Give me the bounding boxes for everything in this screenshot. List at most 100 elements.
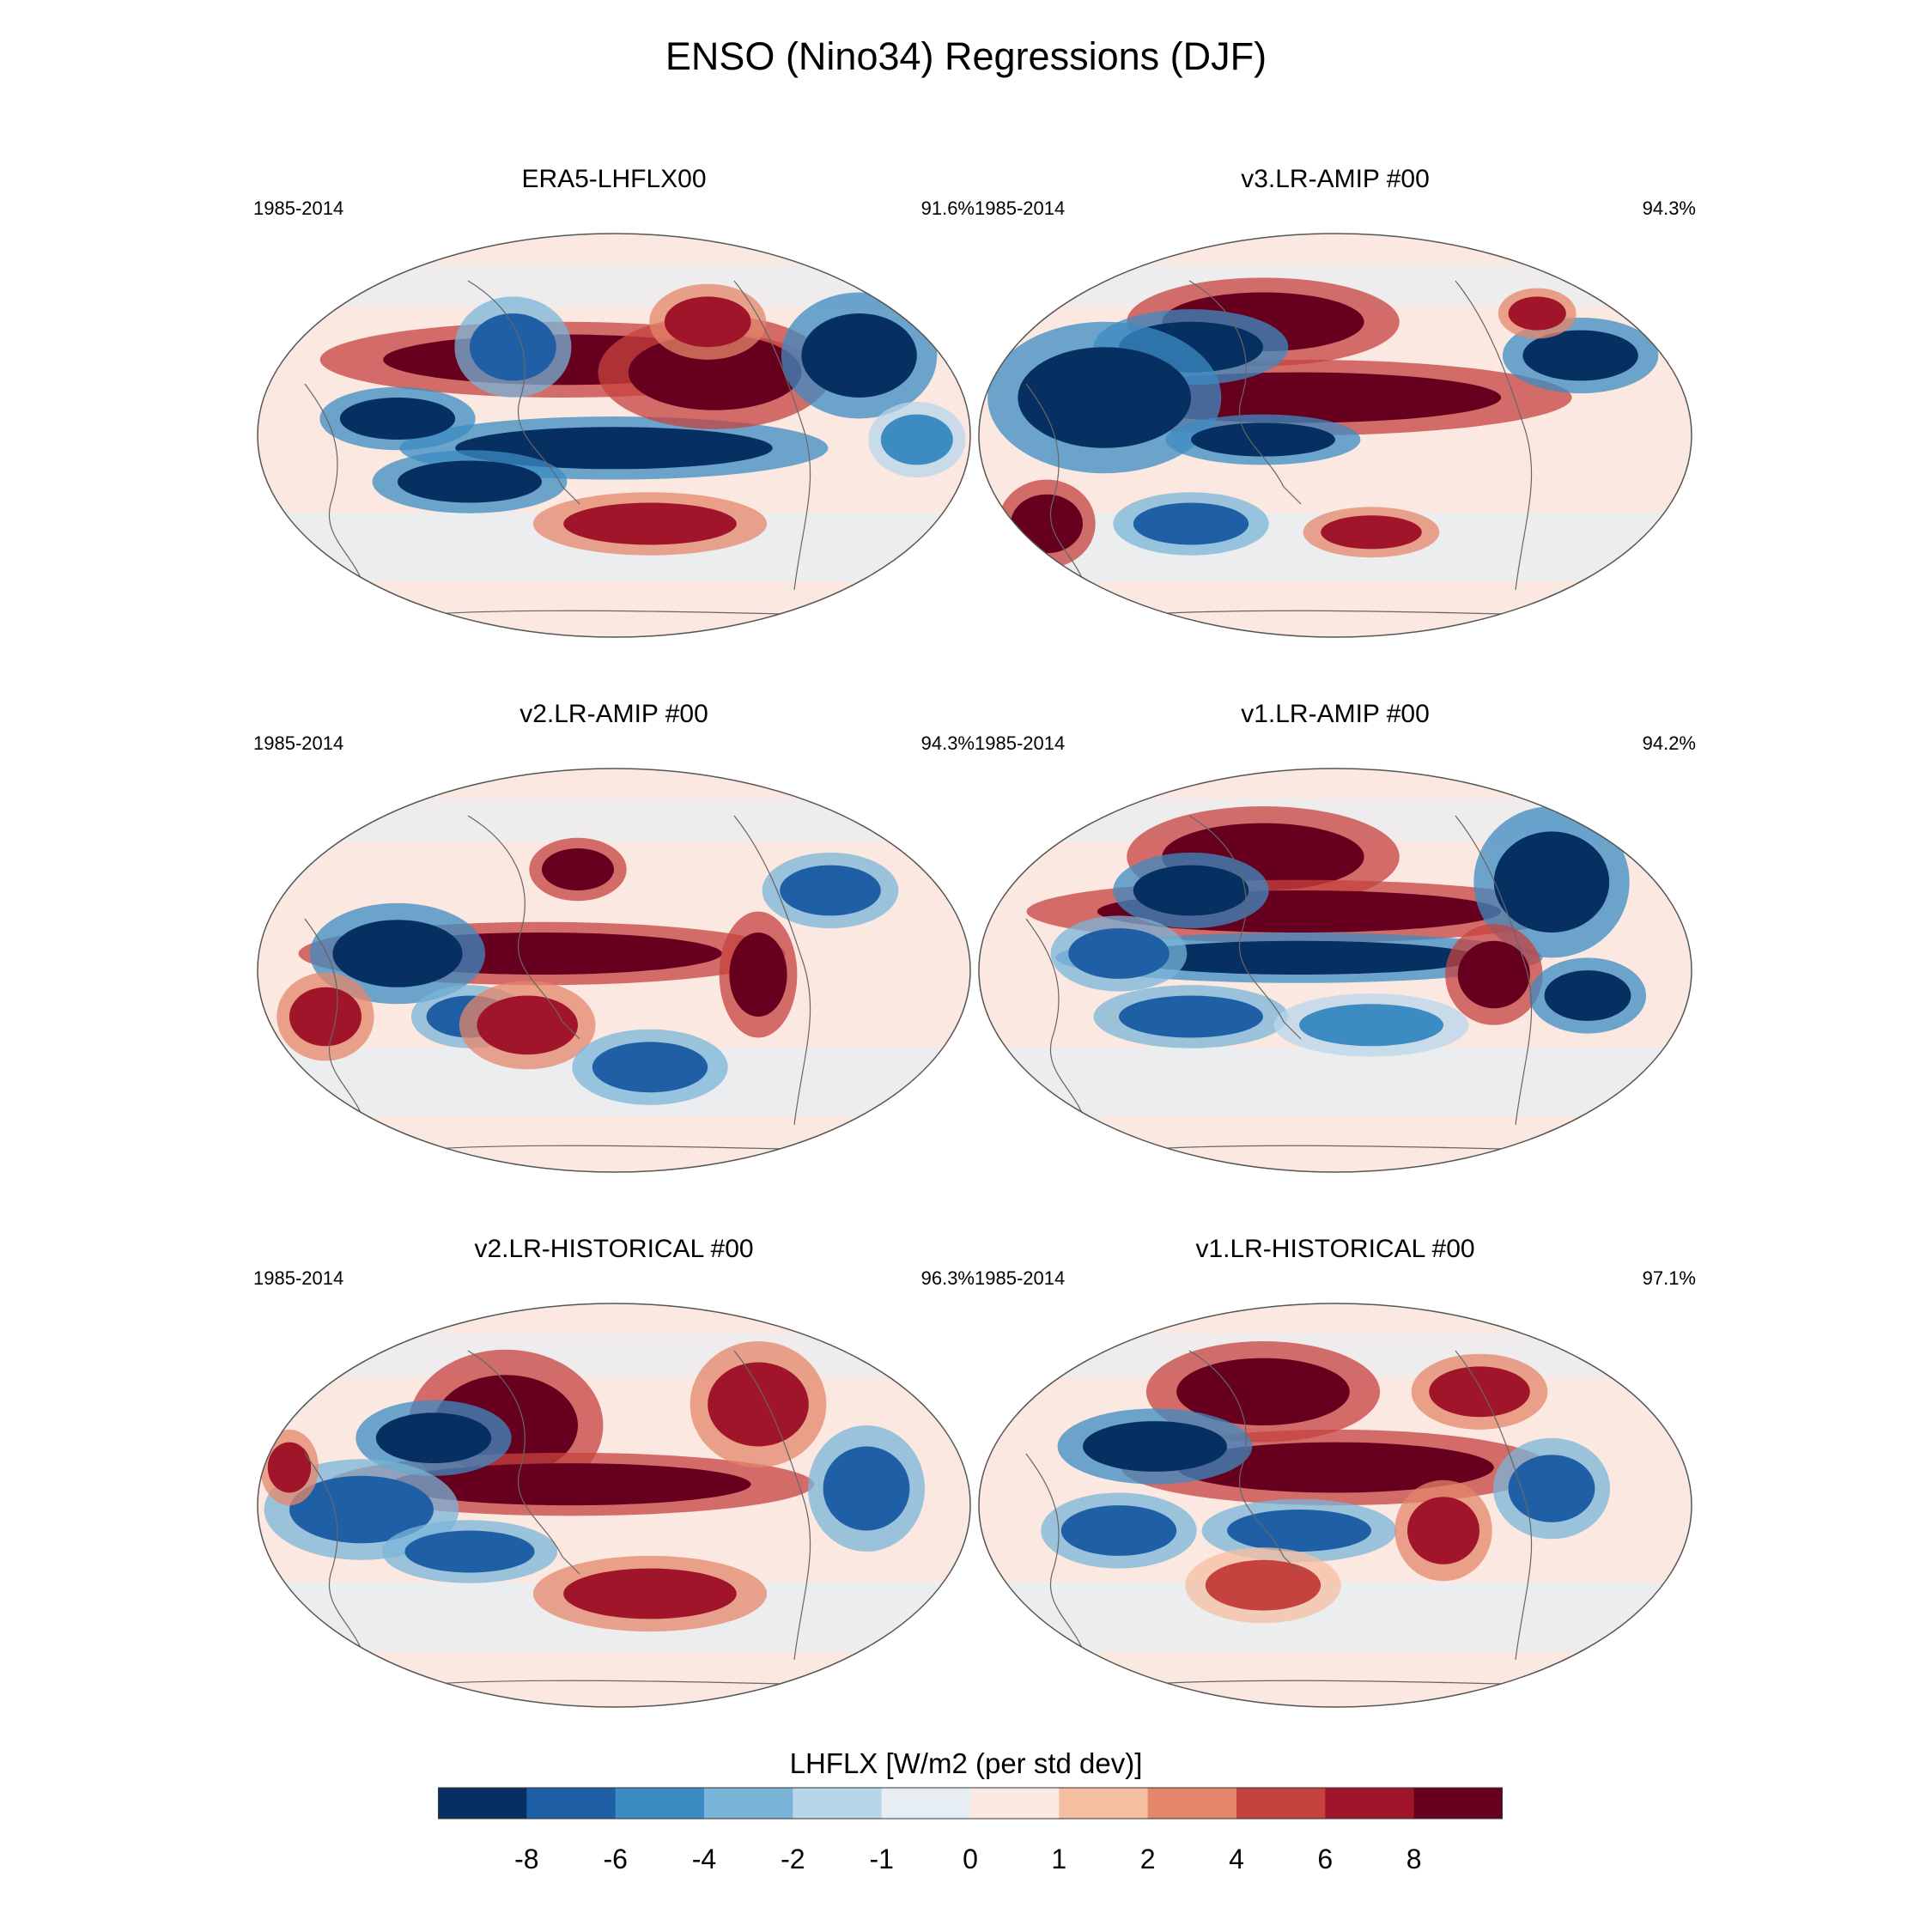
panel-era5: ERA5-LHFLX00 1985-2014 91.6% xyxy=(253,165,975,646)
anomaly-region xyxy=(1176,1442,1494,1493)
map-panel-5 xyxy=(978,1303,1692,1708)
coastline xyxy=(1025,1453,1087,1661)
map-outline xyxy=(978,768,1692,1173)
coastline xyxy=(304,383,366,591)
anomaly-region xyxy=(880,414,953,465)
colorbar-tick-label: -2 xyxy=(781,1844,805,1874)
anomaly-region xyxy=(1083,1421,1227,1472)
anomaly-region xyxy=(332,920,463,987)
anomaly-region xyxy=(404,1530,535,1573)
colorbar-swatch xyxy=(1147,1788,1237,1819)
panel-percent: 91.6% xyxy=(920,197,975,219)
anomaly-region xyxy=(823,1446,910,1531)
panel-percent: 97.1% xyxy=(1642,1267,1696,1289)
map-panel-1 xyxy=(978,233,1692,638)
colorbar-frame xyxy=(438,1787,1503,1820)
anomaly-region xyxy=(628,334,802,410)
anomaly-region xyxy=(1321,515,1422,550)
anomaly-region xyxy=(563,502,737,545)
map-outline xyxy=(257,768,971,1173)
colorbar-tick-label: -4 xyxy=(692,1844,716,1874)
coastline xyxy=(1188,1350,1302,1575)
anomaly-region xyxy=(375,1413,492,1464)
anomaly-region xyxy=(729,933,787,1017)
anomaly-region xyxy=(289,987,361,1047)
map-band xyxy=(258,1334,970,1376)
anomaly-region xyxy=(1407,1497,1479,1564)
map-outline xyxy=(257,233,971,638)
anomaly-region xyxy=(708,1362,809,1447)
colorbar-swatch xyxy=(615,1788,705,1819)
panel-period: 1985-2014 xyxy=(253,732,344,754)
anomaly-region xyxy=(1133,865,1249,916)
panel-v3-amip: v3.LR-AMIP #00 1985-2014 94.3% xyxy=(975,165,1696,646)
anomaly-region xyxy=(477,995,578,1055)
colorbar-tick-label: 0 xyxy=(963,1844,978,1874)
anomaly-region xyxy=(1493,831,1610,933)
panel-percent: 94.3% xyxy=(1642,197,1696,219)
anomaly-region xyxy=(1060,1505,1177,1556)
colorbar-swatch xyxy=(1236,1788,1326,1819)
panel-period: 1985-2014 xyxy=(975,1267,1066,1289)
colorbar-tick-label: 8 xyxy=(1406,1844,1422,1874)
anomaly-region xyxy=(1508,296,1566,331)
coastline xyxy=(304,918,366,1126)
panel-title: v2.LR-AMIP #00 xyxy=(519,700,708,728)
colorbar-tick-label: 2 xyxy=(1140,1844,1156,1874)
coastline xyxy=(467,1350,580,1575)
map-panel-0 xyxy=(257,233,971,638)
anomaly-region xyxy=(1119,995,1263,1038)
panel-title: ERA5-LHFLX00 xyxy=(521,165,707,193)
coastline xyxy=(1188,280,1302,505)
coastline xyxy=(304,1453,366,1661)
colorbar-tick-label: -1 xyxy=(869,1844,893,1874)
colorbar-swatch xyxy=(526,1788,617,1819)
anomaly-region xyxy=(1299,1004,1443,1047)
anomaly-region xyxy=(1544,970,1631,1021)
colorbar-tick-label: -6 xyxy=(603,1844,627,1874)
anomaly-region xyxy=(1227,1510,1371,1552)
coastline xyxy=(1188,815,1302,1040)
panel-period: 1985-2014 xyxy=(253,1267,344,1289)
map-panel-4 xyxy=(257,1303,971,1708)
map-outline xyxy=(978,233,1692,638)
anomaly-region xyxy=(1018,347,1191,448)
anomaly-region xyxy=(1522,330,1638,381)
anomaly-region xyxy=(1133,502,1249,545)
colorbar-swatch xyxy=(793,1788,883,1819)
coastline xyxy=(1455,1350,1533,1661)
colorbar-tick-label: 4 xyxy=(1229,1844,1244,1874)
coastline xyxy=(1455,280,1533,591)
map-band xyxy=(979,1048,1692,1116)
anomaly-region xyxy=(1011,494,1083,554)
panel-title: v1.LR-HISTORICAL #00 xyxy=(1195,1235,1475,1263)
anomaly-region xyxy=(1191,422,1335,457)
panel-period: 1985-2014 xyxy=(975,197,1066,219)
panel-title: v3.LR-AMIP #00 xyxy=(1241,165,1430,193)
map-panel-2 xyxy=(257,768,971,1173)
anomaly-region xyxy=(1068,928,1170,979)
panel-percent: 94.3% xyxy=(920,732,975,754)
colorbar-tick-label: 6 xyxy=(1317,1844,1333,1874)
anomaly-region xyxy=(1429,1366,1530,1418)
anomaly-region xyxy=(801,313,917,398)
coastline xyxy=(1025,383,1087,591)
colorbar-swatch xyxy=(1413,1788,1503,1819)
coastline xyxy=(1025,918,1087,1126)
panel-v2-historical: v2.LR-HISTORICAL #00 1985-2014 96.3% xyxy=(253,1235,975,1716)
coastline xyxy=(1455,815,1533,1126)
coastline xyxy=(733,815,811,1126)
anomaly-region xyxy=(398,460,542,503)
colorbar-tick-label: -8 xyxy=(514,1844,538,1874)
map-band xyxy=(258,799,970,841)
panel-title: v1.LR-AMIP #00 xyxy=(1241,700,1430,728)
anomaly-region xyxy=(470,313,556,381)
figure-title: ENSO (Nino34) Regressions (DJF) xyxy=(665,34,1267,78)
coastline xyxy=(733,1350,811,1661)
anomaly-region xyxy=(1508,1455,1595,1522)
panel-percent: 94.2% xyxy=(1642,732,1696,754)
colorbar-swatch xyxy=(1059,1788,1149,1819)
colorbar-title: LHFLX [W/m2 (per std dev)] xyxy=(789,1747,1143,1779)
anomaly-region xyxy=(1205,1559,1321,1611)
map-outline xyxy=(978,1303,1692,1708)
